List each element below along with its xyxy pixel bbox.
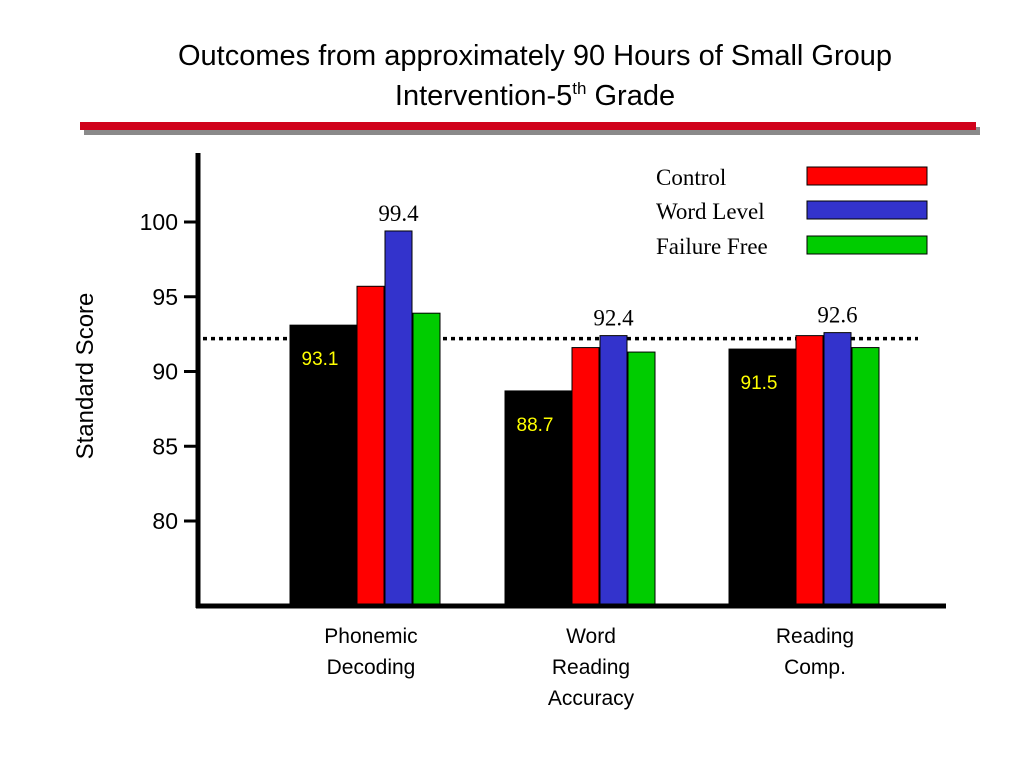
y-tick-label: 100 xyxy=(140,209,178,235)
bar-failure-free xyxy=(412,312,441,607)
chart-title-superscript: th xyxy=(572,79,587,98)
x-category-label: Phonemic xyxy=(324,625,417,648)
bar-baseline xyxy=(504,390,573,607)
bar-baseline-label: 88.7 xyxy=(517,415,554,436)
bar-control xyxy=(571,347,600,607)
legend-label: Control xyxy=(656,165,726,190)
legend-swatch xyxy=(806,166,928,186)
y-tick-label: 90 xyxy=(152,359,178,385)
bar-word-level xyxy=(599,335,628,607)
y-tick-label: 80 xyxy=(152,508,178,534)
bar-baseline-label: 91.5 xyxy=(741,373,778,394)
y-tick-label: 85 xyxy=(152,433,178,459)
chart-title-line2-end: Grade xyxy=(586,80,676,112)
x-category-label: Comp. xyxy=(784,656,846,679)
bar-baseline-label: 93.1 xyxy=(302,349,339,370)
y-axis-label: Standard Score xyxy=(72,293,99,460)
x-category-label: Reading xyxy=(552,656,630,679)
legend-label: Word Level xyxy=(656,199,765,224)
chart-title-line1: Outcomes from approximately 90 Hours of … xyxy=(178,40,892,72)
chart-title: Outcomes from approximately 90 Hours of … xyxy=(60,36,1010,116)
bar-baseline xyxy=(289,324,358,607)
title-rule-shadow xyxy=(84,127,980,135)
legend-swatch xyxy=(806,235,928,255)
x-category-label: Word xyxy=(566,625,616,648)
bar-value-label: 99.4 xyxy=(378,201,419,226)
bar-failure-free xyxy=(627,351,656,607)
y-tick-label: 95 xyxy=(152,284,178,310)
x-category-label: Reading xyxy=(776,625,854,648)
bar-failure-free xyxy=(851,347,880,607)
legend-label: Failure Free xyxy=(656,234,768,259)
x-category-label: Decoding xyxy=(327,656,416,679)
title-rule xyxy=(80,122,976,130)
bar-control xyxy=(795,335,824,607)
chart-title-line2-main: Intervention-5 xyxy=(394,80,573,112)
bar-value-label: 92.6 xyxy=(817,303,857,328)
legend-swatch xyxy=(806,200,928,220)
bar-value-label: 92.4 xyxy=(593,306,634,331)
bar-word-level xyxy=(823,332,852,607)
bar-control xyxy=(356,285,385,607)
x-category-label: Accuracy xyxy=(548,687,635,710)
chart-title-line2: Intervention-5th Grade xyxy=(60,76,1010,116)
bar-word-level xyxy=(384,230,413,607)
